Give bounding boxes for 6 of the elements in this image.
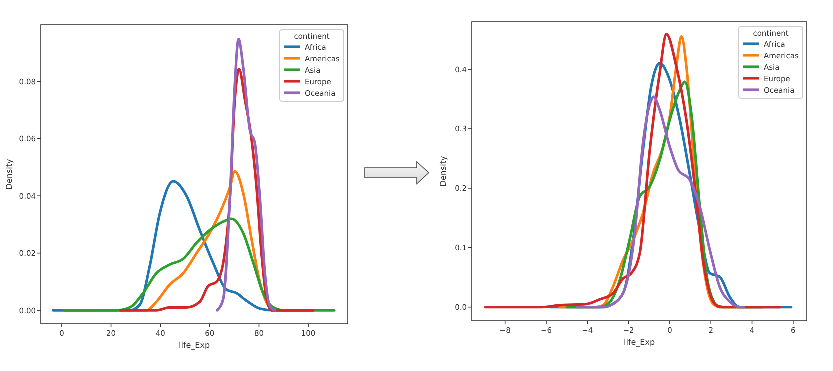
x-axis-title: life_Exp: [624, 338, 656, 347]
line-series: [216, 38, 277, 312]
x-axis-title: life_Exp: [178, 341, 210, 350]
y-axis-title: Density: [439, 156, 448, 187]
line-series: [576, 96, 746, 309]
y-axis-title: Density: [5, 159, 14, 190]
